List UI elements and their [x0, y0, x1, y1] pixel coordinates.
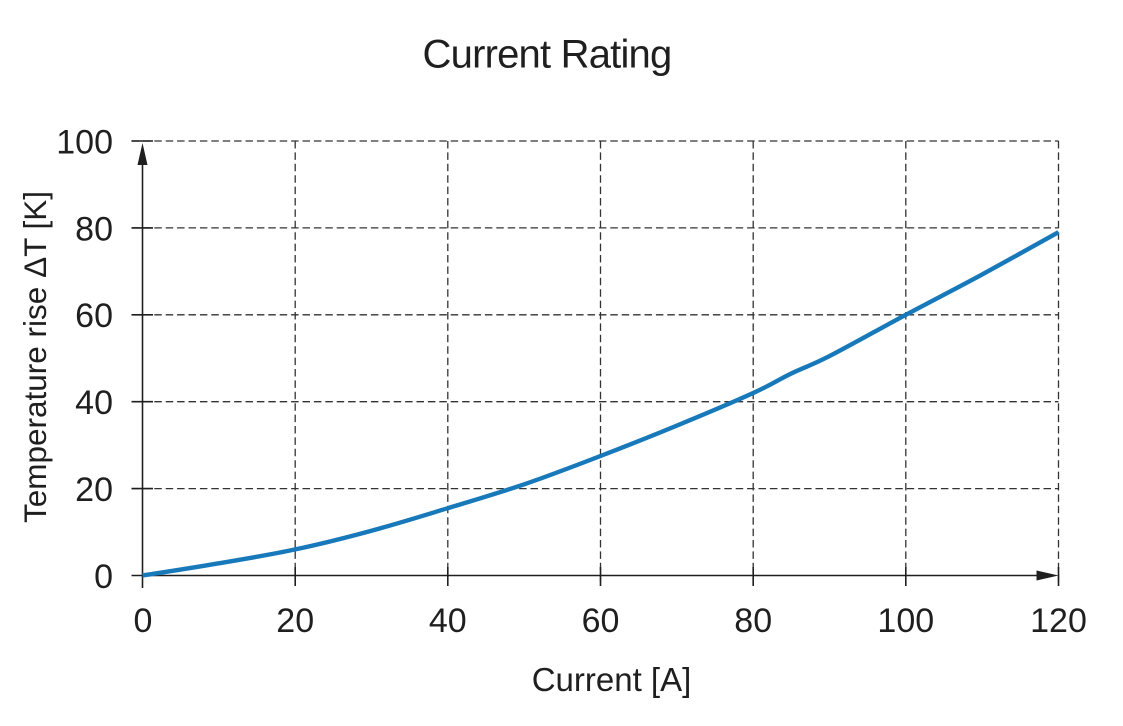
svg-text:100: 100 [56, 123, 113, 161]
svg-text:Current Rating: Current Rating [423, 33, 672, 77]
svg-text:100: 100 [877, 602, 934, 640]
svg-text:Current [A]: Current [A] [532, 661, 692, 698]
svg-text:60: 60 [75, 297, 113, 335]
svg-text:Temperature rise ΔT [K]: Temperature rise ΔT [K] [17, 191, 53, 523]
svg-text:0: 0 [94, 558, 113, 596]
svg-text:0: 0 [134, 602, 153, 640]
svg-text:80: 80 [75, 210, 113, 248]
svg-text:60: 60 [582, 602, 620, 640]
svg-text:40: 40 [429, 602, 467, 640]
svg-text:20: 20 [75, 471, 113, 509]
svg-text:120: 120 [1030, 602, 1087, 640]
svg-text:20: 20 [276, 602, 314, 640]
svg-text:40: 40 [75, 384, 113, 422]
svg-text:80: 80 [734, 602, 772, 640]
